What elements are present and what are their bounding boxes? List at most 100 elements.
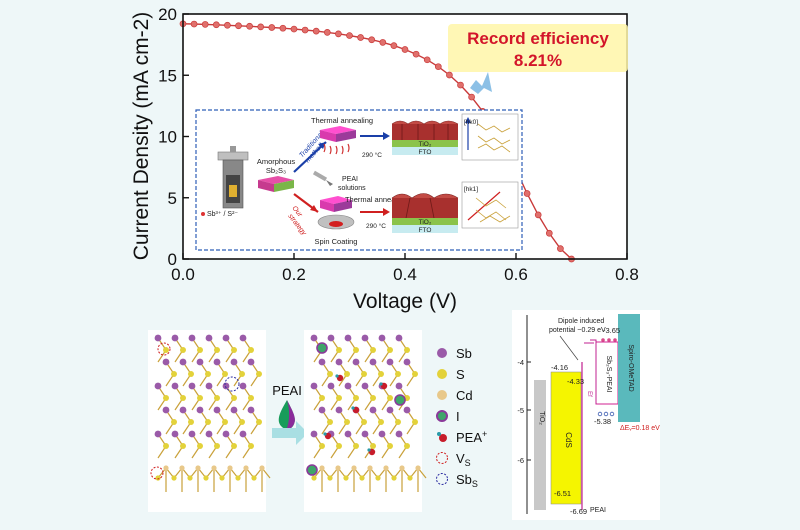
vacancy-marker-before bbox=[157, 342, 171, 356]
pea-solution-label-2: solutions bbox=[338, 185, 366, 192]
jv-point bbox=[423, 56, 431, 64]
legend-label: S bbox=[456, 367, 465, 382]
s-atom bbox=[163, 395, 169, 401]
jv-point bbox=[457, 81, 464, 89]
sb-atom bbox=[179, 358, 187, 366]
jv-point bbox=[379, 39, 387, 46]
cd-atom bbox=[179, 465, 185, 471]
interface-step bbox=[590, 339, 597, 404]
pea-bottom-label: PEAI bbox=[590, 507, 606, 514]
delta-ev-label: ΔEᵥ=0.18 eV bbox=[620, 425, 660, 432]
s-atom bbox=[319, 395, 325, 401]
jv-point bbox=[224, 21, 231, 29]
jv-point bbox=[190, 20, 198, 28]
sb-atom bbox=[318, 406, 326, 414]
sb-atom bbox=[188, 430, 196, 438]
energy-diagram: -4-5-6 TiO₂ CdS Sb₂S₃-PEAI Spiro-OMeTAD … bbox=[512, 310, 660, 520]
s-atom bbox=[214, 395, 220, 401]
sb-atom bbox=[395, 334, 403, 342]
s-atom bbox=[222, 419, 228, 425]
s-atom bbox=[239, 371, 245, 377]
s-atom bbox=[256, 419, 262, 425]
y-tick-label: 0 bbox=[168, 250, 177, 269]
tio2-band bbox=[534, 380, 546, 510]
iodide-ion bbox=[316, 342, 328, 354]
sb-atom bbox=[403, 406, 411, 414]
cds-s-atom bbox=[311, 475, 317, 481]
sb-atom bbox=[205, 430, 213, 438]
energy-tick-label: -6 bbox=[517, 456, 524, 465]
s-atom bbox=[378, 419, 384, 425]
cd-atom bbox=[415, 465, 421, 471]
amorphous-film-icon bbox=[258, 176, 294, 192]
s-atom bbox=[370, 395, 376, 401]
s-atom bbox=[188, 419, 194, 425]
sb-atom bbox=[318, 358, 326, 366]
jv-point bbox=[268, 24, 276, 31]
antisite-marker-before bbox=[224, 376, 240, 392]
y-tick-label: 15 bbox=[158, 66, 177, 85]
jv-point bbox=[212, 21, 220, 29]
s-atom bbox=[180, 443, 186, 449]
v365-label: -3.65 bbox=[603, 326, 620, 335]
jv-point bbox=[523, 190, 531, 197]
sb-atom bbox=[247, 358, 255, 366]
spin-coating-label: Spin Coating bbox=[315, 237, 358, 246]
pea-treatment: PEAI bbox=[272, 383, 308, 445]
jv-point bbox=[301, 26, 309, 34]
s-atom bbox=[361, 419, 367, 425]
sb-atom bbox=[344, 334, 352, 342]
jv-point bbox=[545, 229, 553, 237]
hole-dot-2 bbox=[603, 411, 609, 417]
traditional-arrowhead bbox=[318, 142, 326, 149]
x-tick-label: 0.6 bbox=[504, 265, 528, 284]
pea-cation-head bbox=[351, 406, 355, 410]
s-atom bbox=[370, 443, 376, 449]
sb-atom bbox=[213, 406, 221, 414]
jv-point bbox=[201, 21, 209, 28]
jv-curve-layer bbox=[179, 20, 575, 263]
cds-s-atom bbox=[407, 475, 413, 481]
thermal-annealing-top: Thermal annealing bbox=[311, 116, 373, 125]
sb-atom bbox=[335, 406, 343, 414]
hole-dot-1 bbox=[597, 411, 603, 417]
jv-point bbox=[468, 93, 475, 101]
fto-top-label: FTO bbox=[419, 149, 432, 156]
s-atom bbox=[214, 347, 220, 353]
x-tick-label: 0.2 bbox=[282, 265, 306, 284]
sb2s3-band-label: Sb₂S₃-PEAI bbox=[605, 355, 612, 392]
sb-atom bbox=[310, 430, 318, 438]
iodide-ion bbox=[306, 464, 318, 476]
jv-point bbox=[290, 25, 298, 33]
droplet-shade bbox=[286, 400, 295, 430]
jv-point bbox=[446, 71, 453, 79]
v538-label: -5.38 bbox=[594, 417, 611, 426]
ef-label: Ef bbox=[586, 391, 592, 397]
sb-atom bbox=[205, 382, 213, 390]
energy-tick-label: -4 bbox=[517, 358, 524, 367]
legend-sb-icon bbox=[437, 348, 447, 358]
spiro-dot-1 bbox=[601, 338, 605, 342]
sb-atom bbox=[196, 406, 204, 414]
bottom-device-stack bbox=[391, 193, 459, 233]
sb-atom bbox=[162, 406, 170, 414]
legend-sbs-icon bbox=[436, 473, 448, 485]
sb-atom bbox=[222, 382, 230, 390]
top-substrate-icon bbox=[320, 126, 356, 155]
cd-atom bbox=[259, 465, 265, 471]
top-anneal-arrowhead bbox=[383, 132, 390, 140]
jv-point bbox=[323, 29, 331, 36]
s-atom bbox=[387, 443, 393, 449]
legend-label: SbS bbox=[456, 472, 478, 489]
amorphous-label-1: Amorphous bbox=[257, 157, 296, 166]
sb-atom bbox=[222, 430, 230, 438]
dipole-label-1: Dipole induced bbox=[558, 318, 604, 325]
synthesis-inset: Sb³⁺ / S²⁻ Amorphous Sb₂S₃ Traditional m… bbox=[195, 109, 523, 251]
cd-atom bbox=[367, 465, 373, 471]
hole-dot-3 bbox=[609, 411, 615, 417]
s-atom bbox=[248, 395, 254, 401]
y-tick-label: 10 bbox=[158, 128, 177, 147]
sb-atom bbox=[188, 334, 196, 342]
